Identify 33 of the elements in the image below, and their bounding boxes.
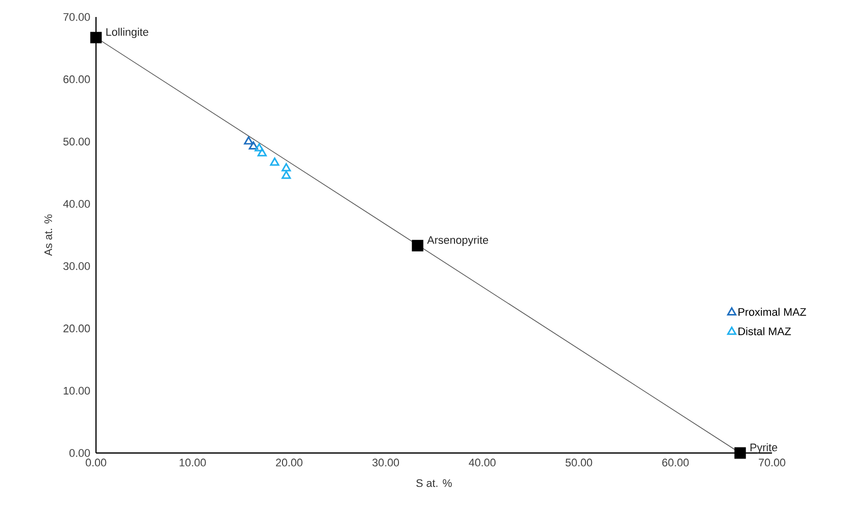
y-tick-label: 40.00 [63, 200, 90, 208]
legend-label: Proximal MAZ [738, 308, 806, 316]
point [282, 163, 291, 172]
x-tick-label: 70.00 [758, 458, 786, 466]
point [244, 136, 254, 145]
x-tick-label: 10.00 [180, 458, 206, 466]
x-tick-label: 60.00 [662, 458, 689, 466]
legend-label: Distal MAZ [738, 327, 791, 336]
y-tick-label: 20.00 [63, 324, 90, 332]
point [282, 170, 291, 179]
point [412, 240, 424, 252]
annotation: Lollingite [106, 28, 148, 38]
annotation: Arsenopyrite [427, 236, 488, 246]
point [257, 148, 267, 156]
point [734, 447, 746, 459]
point [270, 158, 280, 166]
point [90, 32, 102, 44]
x-tick-label: 0.00 [86, 458, 106, 466]
y-tick-label: 10.00 [64, 386, 90, 395]
y-tick-label: 60.00 [63, 75, 90, 84]
point [254, 143, 264, 152]
x-tick-label: 30.00 [372, 458, 399, 466]
x-tick-label: 40.00 [468, 458, 496, 466]
y-tick-label: 70.00 [63, 13, 90, 21]
annotation: Pyrite [750, 443, 778, 454]
y-tick-label: 0.00 [69, 449, 90, 457]
point [248, 141, 258, 150]
x-axis-title: S at. % [416, 479, 452, 487]
x-tick-label: 50.00 [566, 458, 592, 466]
y-tick-label: 50.00 [63, 138, 90, 146]
y-axis-title: As at. % [44, 214, 52, 256]
y-tick-label: 30.00 [63, 262, 90, 270]
x-tick-label: 20.00 [276, 458, 302, 466]
